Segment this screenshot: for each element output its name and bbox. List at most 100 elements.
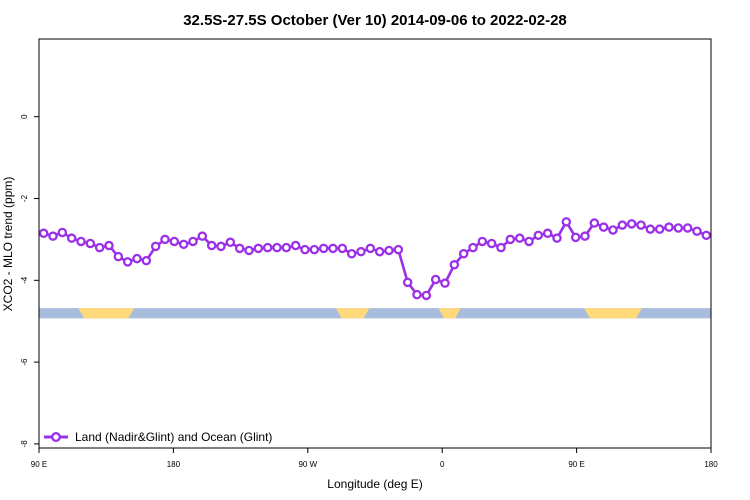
data-point [309, 244, 320, 255]
data-point [617, 220, 628, 230]
x-tick-label: 90 E [568, 460, 584, 469]
data-point [337, 243, 348, 254]
data-point [132, 253, 142, 264]
data-point [76, 236, 86, 247]
data-point [468, 242, 478, 253]
data-point [645, 224, 656, 234]
data-point [122, 257, 133, 267]
legend-label: Land (Nadir&Glint) and Ocean (Glint) [75, 430, 272, 444]
y-tick-label: -4 [20, 276, 29, 284]
data-point [430, 274, 441, 285]
data-point [440, 278, 450, 288]
series-layer [38, 217, 712, 301]
x-tick-label: 0 [440, 460, 445, 469]
data-point [393, 244, 404, 255]
data-point [701, 230, 712, 241]
data-point [178, 239, 189, 250]
y-axis-label: XCO2 - MLO trend (ppm) [1, 177, 15, 312]
data-point [328, 243, 338, 254]
data-point [636, 220, 646, 230]
data-point [421, 290, 432, 301]
data-point [188, 236, 198, 247]
data-point [38, 228, 49, 239]
data-point [626, 219, 637, 229]
chart-title: 32.5S-27.5S October (Ver 10) 2014-09-06 … [183, 12, 567, 29]
data-point [300, 244, 310, 255]
data-point [552, 233, 562, 243]
x-tick-label: 180 [704, 460, 718, 469]
x-tick-label: 90 E [31, 460, 47, 469]
data-point [281, 242, 292, 253]
data-point [524, 236, 534, 247]
data-point [94, 242, 105, 253]
data-point [346, 248, 357, 259]
data-point [496, 242, 506, 253]
data-point [682, 223, 693, 233]
legend-marker [51, 432, 62, 443]
data-point [570, 232, 581, 243]
land-band-segment [438, 308, 461, 319]
data-point [206, 240, 217, 251]
data-point [561, 217, 572, 227]
data-point [505, 234, 516, 245]
data-point [356, 246, 366, 257]
data-point [66, 233, 77, 243]
data-point [197, 231, 208, 241]
data-point [514, 233, 525, 243]
data-point [412, 289, 422, 300]
y-axis: 0 -2 -4 -6 -8 [20, 114, 39, 448]
data-point [589, 218, 600, 228]
ocean-band [39, 308, 711, 319]
data-point [692, 226, 702, 236]
y-tick-label: 0 [20, 114, 29, 119]
data-point [216, 241, 226, 252]
data-point [533, 230, 544, 241]
data-point [402, 277, 413, 288]
data-point [253, 243, 264, 254]
data-point [664, 222, 674, 232]
data-point [113, 251, 124, 262]
data-point [580, 231, 590, 241]
data-point [225, 237, 236, 248]
data-point [384, 245, 394, 256]
data-point [673, 223, 684, 233]
data-point [104, 240, 114, 251]
plot-frame [38, 38, 712, 449]
data-point [290, 240, 301, 251]
data-point [598, 222, 609, 232]
data-point [244, 245, 254, 256]
data-point [262, 242, 273, 253]
data-point [169, 236, 180, 247]
data-point [150, 241, 161, 252]
data-point [141, 255, 152, 266]
data-point [608, 225, 618, 235]
data-point [449, 260, 460, 270]
x-axis: 90 E 180 90 W 0 90 E 180 [31, 448, 718, 469]
surface-band [39, 308, 711, 319]
data-point [48, 231, 58, 241]
y-tick-label: -8 [20, 440, 29, 448]
data-point [477, 236, 488, 247]
data-point [458, 248, 469, 259]
x-tick-label: 180 [167, 460, 181, 469]
data-point [234, 243, 245, 254]
legend: Land (Nadir&Glint) and Ocean (Glint) [44, 430, 272, 444]
data-point [542, 228, 553, 239]
land-band-segment [335, 308, 370, 319]
x-tick-label: 90 W [298, 460, 317, 469]
data-point [57, 227, 68, 238]
data-point [486, 238, 497, 249]
data-point [85, 238, 96, 249]
data-point [374, 246, 385, 257]
land-band-segment [584, 308, 642, 319]
y-tick-label: -6 [20, 358, 29, 366]
data-point [318, 243, 329, 254]
x-axis-label: Longitude (deg E) [327, 477, 422, 491]
data-point [654, 224, 665, 234]
land-band-segment [78, 308, 135, 319]
y-tick-label: -2 [20, 194, 29, 202]
data-point [160, 234, 170, 245]
data-point [272, 242, 282, 253]
data-point [365, 243, 376, 254]
